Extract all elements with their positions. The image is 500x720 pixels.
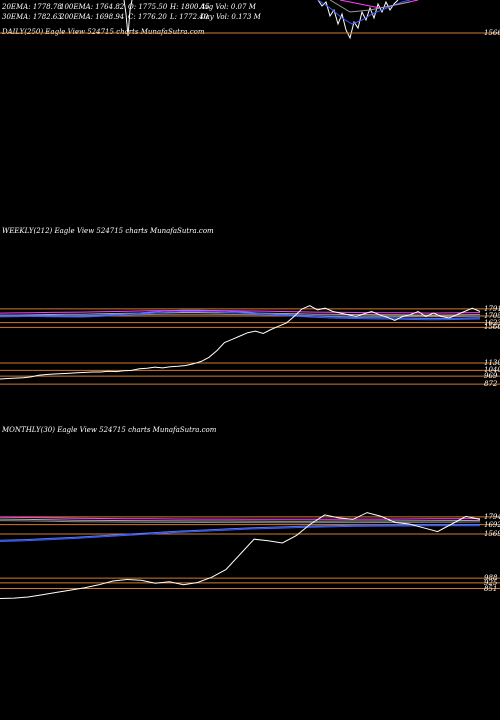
daily-price-label: 1566: [484, 29, 500, 37]
monthly-price-line: [0, 512, 481, 599]
weekly-ema-magenta: [0, 310, 481, 314]
ema30-value: 30EMA: 1782.63: [2, 13, 62, 21]
weekly-level-label: 1623: [484, 318, 500, 327]
ema100-value: 100EMA: 1764.82: [60, 3, 125, 11]
high-value: H: 1800.45: [170, 3, 210, 11]
open-value: O: 1775.50: [128, 3, 168, 11]
daily-title: DAILY(250) Eagle View 524715 charts Muna…: [2, 28, 205, 36]
monthly-level-label: 925: [484, 578, 498, 587]
monthly-title: MONTHLY(30) Eagle View 524715 charts Mun…: [2, 426, 217, 434]
weekly-level-label: 1705: [484, 311, 500, 320]
weekly-level-label: 872: [484, 380, 498, 389]
daily-spike: [123, 0, 133, 37]
weekly-price-line: [0, 305, 481, 380]
monthly-level-label: 1692: [484, 520, 500, 529]
monthly-level-label: 1794: [484, 512, 500, 521]
monthly-ema-gray-2: [0, 520, 481, 524]
dayvol-value: Day Vol: 0.173 M: [200, 13, 261, 21]
monthly-ema-gray-1: [0, 518, 481, 522]
ema20-value: 20EMA: 1778.78: [2, 3, 62, 11]
monthly-ema-magenta: [0, 516, 481, 520]
weekly-level-label: 1040: [484, 366, 500, 375]
daily-chart: [0, 0, 500, 40]
weekly-title: WEEKLY(212) Eagle View 524715 charts Mun…: [2, 227, 214, 235]
monthly-chart: [0, 512, 500, 599]
monthly-ema-lightblue: [0, 524, 481, 541]
low-value: L: 1772.40: [170, 13, 209, 21]
monthly-ema-blue: [0, 525, 481, 542]
monthly-level-label: 988: [484, 574, 498, 583]
daily-price-line: [317, 0, 399, 40]
weekly-level-label: 1566: [484, 323, 500, 332]
daily-ema-gray: [329, 0, 411, 13]
ema200-value: 200EMA: 1698.94: [60, 13, 125, 21]
weekly-level-label: 1130: [484, 359, 500, 367]
close-value: C: 1776.20: [128, 13, 167, 21]
weekly-chart: [0, 305, 500, 385]
daily-ema-blue: [317, 0, 411, 25]
monthly-level-label: 851: [484, 584, 498, 593]
avgvol-value: Avg Vol: 0.07 M: [200, 3, 256, 11]
weekly-ema-blue: [0, 311, 481, 321]
weekly-level-label: 969: [484, 372, 498, 381]
